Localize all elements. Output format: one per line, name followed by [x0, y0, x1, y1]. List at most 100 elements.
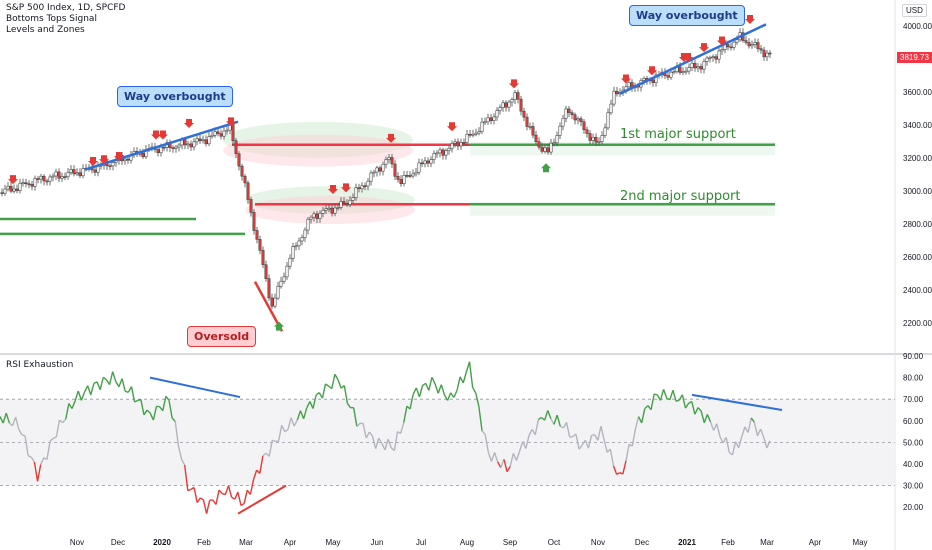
rsi-series-segment [296, 410, 302, 421]
candle-body [42, 175, 46, 182]
rsi-series-segment [318, 392, 324, 399]
support-zone-upper-green [223, 121, 413, 158]
rsi-series-segment [662, 389, 668, 399]
rsi-series-segment [446, 392, 452, 401]
support-zone-upper-red [223, 134, 413, 167]
candle-body [363, 185, 367, 188]
rsi-axis-tick-label: 50.00 [903, 438, 924, 447]
rsi-series-segment [525, 435, 530, 449]
rsi-series-segment [65, 403, 70, 420]
price-axis-tick-label: 2200.00 [903, 319, 932, 328]
candle-body [570, 112, 574, 116]
rsi-series-segment [487, 451, 493, 462]
candle-body [462, 142, 466, 144]
rsi-series-segment [134, 399, 139, 403]
candle-body [597, 141, 601, 143]
candle-body [435, 152, 439, 155]
sell-signal-arrow [8, 175, 18, 185]
sell-signal-arrow [717, 36, 727, 46]
rsi-series-segment [249, 479, 255, 495]
rsi-series-segment [281, 424, 286, 433]
rsi-series-segment [83, 385, 89, 393]
candle-body [474, 132, 478, 135]
candle-body [285, 265, 289, 278]
candle-body [585, 129, 589, 134]
candle-body [516, 92, 520, 100]
candle-body [192, 141, 196, 148]
candle-body [267, 278, 271, 299]
candle-body [651, 79, 655, 83]
rsi-series-segment [118, 378, 123, 388]
candle-body [108, 165, 112, 168]
rsi-series-segment [428, 377, 433, 391]
candle-body [450, 143, 454, 149]
rsi-series-segment [731, 441, 737, 456]
candle-body [297, 240, 301, 247]
rsi-series-segment [62, 418, 67, 424]
candle-body [237, 153, 241, 167]
x-axis-tick-label: Dec [635, 538, 649, 547]
rsi-series-segment [753, 421, 759, 436]
candle-body [423, 160, 427, 165]
x-axis-tick-label: Nov [591, 538, 605, 547]
candle-body [471, 133, 475, 136]
candle-body [417, 162, 421, 173]
x-axis-tick-label: Oct [548, 538, 561, 547]
candle-body [321, 209, 325, 214]
last-price-tag: 3819.73 [897, 52, 932, 63]
rsi-divergence-oversold [237, 484, 287, 515]
buy-signal-arrow [541, 163, 551, 173]
x-axis-tick-label: Apr [284, 538, 297, 547]
indicator-label-levels-zones: Levels and Zones [6, 25, 85, 35]
candle-body [396, 176, 400, 180]
rsi-series-segment [272, 439, 276, 443]
candle-body [57, 171, 61, 179]
rsi-series-segment [365, 431, 370, 439]
rsi-series-segment [378, 437, 383, 444]
candle-body [294, 245, 298, 248]
candle-body [360, 185, 364, 190]
rsi-series-segment [706, 414, 712, 423]
rsi-series-segment [415, 387, 421, 398]
candle-body [213, 131, 217, 136]
sell-signal-arrow [226, 117, 236, 127]
candle-body [30, 184, 34, 187]
rsi-series-segment [240, 502, 245, 507]
price-axis-tick-label: 2400.00 [903, 286, 932, 295]
candle-body [540, 146, 544, 152]
x-axis-tick-label: May [852, 538, 867, 547]
candle-body [18, 182, 22, 191]
candle-body [690, 62, 694, 68]
rsi-series-segment [27, 455, 32, 458]
rsi-series-segment [2, 412, 7, 424]
currency-badge[interactable]: USD [902, 4, 927, 17]
candle-body [93, 169, 97, 173]
candle-body [126, 158, 130, 161]
candle-body [300, 237, 304, 242]
rsi-series-segment [384, 438, 389, 451]
rsi-axis-tick-label: 40.00 [903, 460, 924, 469]
candle-body [0, 192, 4, 194]
rsi-series-segment [171, 417, 176, 423]
rsi-series-segment [616, 472, 621, 475]
rsi-series-segment [193, 487, 198, 503]
sell-signal-arrow [647, 66, 657, 76]
candle-body [51, 175, 55, 178]
candle-body [342, 201, 346, 204]
rsi-series-segment [381, 443, 386, 451]
candle-body [732, 41, 736, 48]
candle-body [594, 136, 598, 143]
candle-body [495, 110, 499, 118]
candle-body [33, 178, 37, 187]
candle-body [249, 199, 253, 213]
candle-body [753, 42, 757, 45]
rsi-series-segment [425, 382, 430, 391]
candle-body [534, 134, 538, 142]
candle-body [408, 175, 412, 177]
rsi-series-segment [518, 441, 524, 452]
rsi-series-segment [484, 434, 489, 453]
rsi-series-segment [722, 437, 727, 444]
rsi-series-segment [553, 414, 558, 425]
